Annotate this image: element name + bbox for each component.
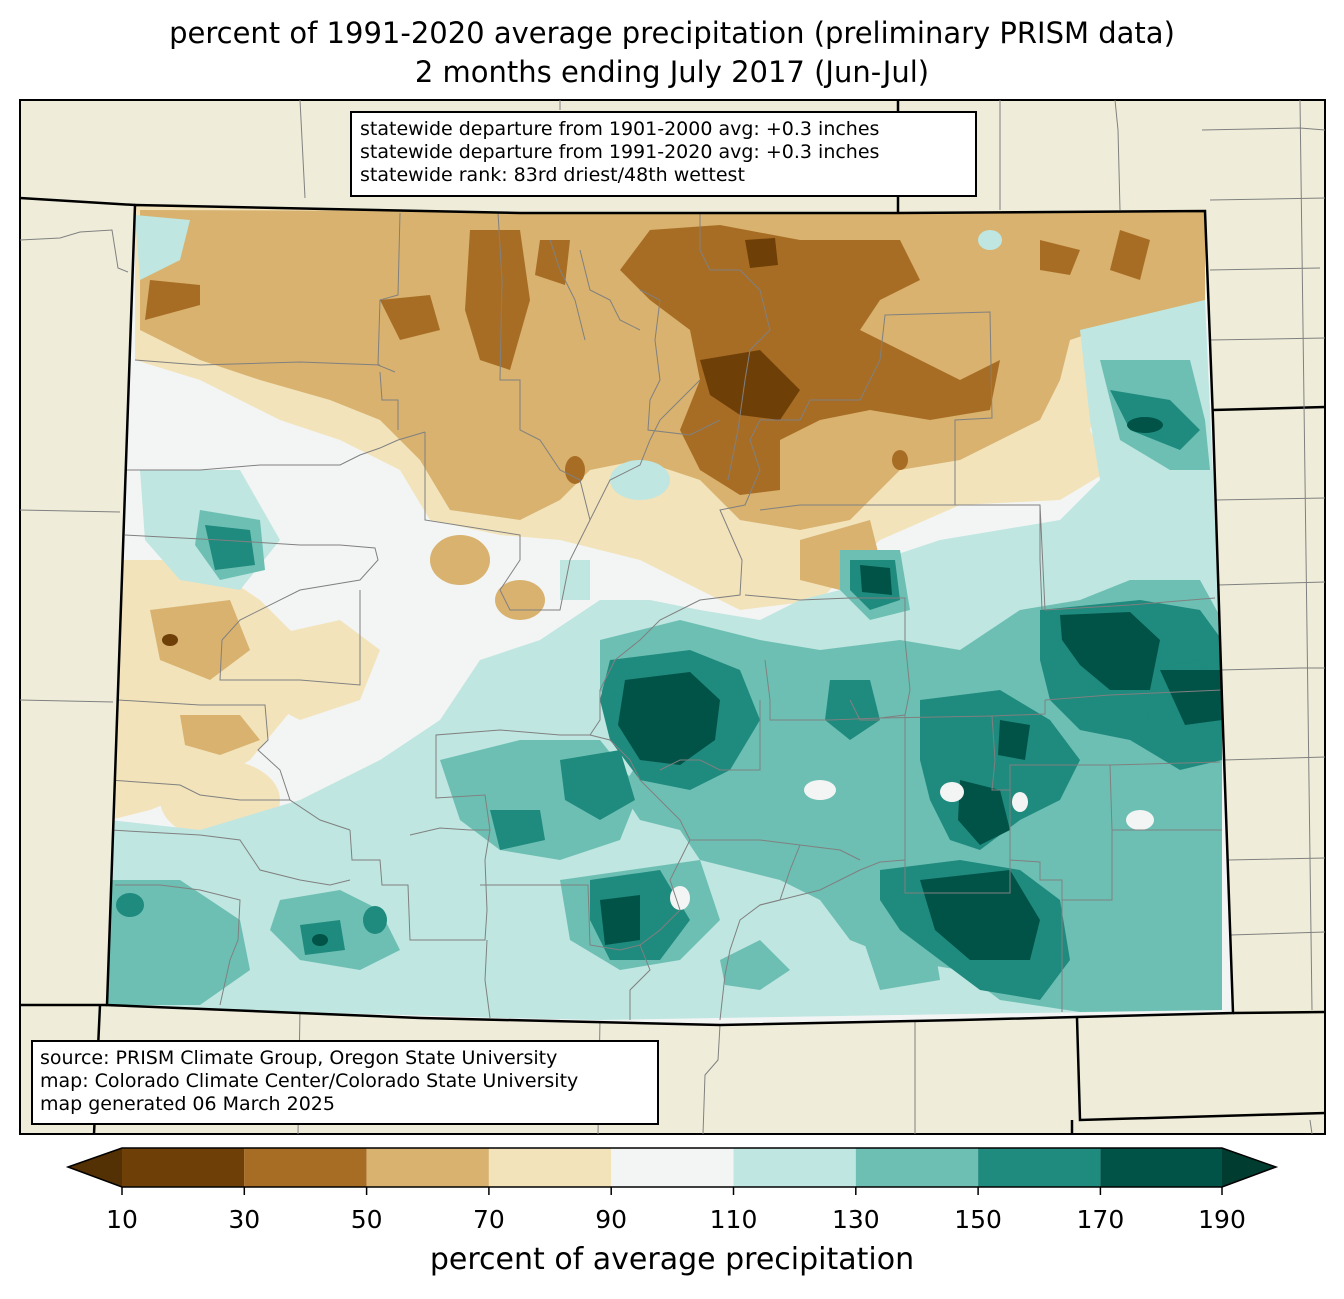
precipitation-field xyxy=(107,205,1233,1025)
stats-line-3: statewide rank: 83rd driest/48th wettest xyxy=(360,164,745,186)
county-lines xyxy=(109,210,1223,1021)
colorbar-bin-170-190 xyxy=(1100,1148,1223,1187)
colorbar-bin-130-150 xyxy=(855,1148,979,1187)
colorado-border xyxy=(105,203,1235,1027)
source-box: source: PRISM Climate Group, Oregon Stat… xyxy=(31,1040,659,1125)
colorbar-tick-label: 10 xyxy=(106,1205,138,1234)
colorbar-bin-150-170 xyxy=(978,1148,1101,1187)
source-line-3: map generated 06 March 2025 xyxy=(40,1093,335,1115)
colorbar-bin-110-130 xyxy=(733,1148,856,1187)
colorbar-tick-label: 70 xyxy=(472,1205,505,1234)
colorbar-tick-label: 130 xyxy=(831,1205,880,1234)
colorbar-bin-70-90 xyxy=(488,1148,612,1187)
neighbor-county-lines xyxy=(20,100,1325,1134)
stats-line-2: statewide departure from 1991-2020 avg: … xyxy=(360,141,880,163)
colorbar-under-arrow xyxy=(68,1148,122,1187)
colorbar-tick-label: 170 xyxy=(1076,1205,1125,1234)
colorbar-tick-label: 50 xyxy=(350,1205,383,1234)
colorbar-bin-10-30 xyxy=(122,1148,245,1187)
stats-line-1: statewide departure from 1901-2000 avg: … xyxy=(360,118,880,140)
colorbar-label: percent of average precipitation xyxy=(429,1242,915,1277)
colorbar-over-arrow xyxy=(1222,1148,1276,1187)
colorbar-tick-label: 190 xyxy=(1198,1205,1246,1234)
colorbar-bin-50-70 xyxy=(366,1148,489,1187)
statewide-stats-box: statewide departure from 1901-2000 avg: … xyxy=(350,111,977,197)
colorbar-tick-label: 150 xyxy=(954,1205,1002,1234)
source-line-2: map: Colorado Climate Center/Colorado St… xyxy=(40,1070,579,1092)
colorbar-bin-90-110 xyxy=(611,1148,734,1187)
colorbar-tick-label: 30 xyxy=(228,1205,261,1234)
map-title-line-1: percent of 1991-2020 average precipitati… xyxy=(169,16,1175,50)
colorbar-tick-label: 90 xyxy=(595,1205,628,1234)
source-line-1: source: PRISM Climate Group, Oregon Stat… xyxy=(40,1047,558,1069)
colorbar-bin-30-50 xyxy=(244,1148,367,1187)
colorbar xyxy=(65,1147,1279,1195)
map-title-line-2: 2 months ending July 2017 (Jun-Jul) xyxy=(414,55,930,89)
colorbar-tick-label: 110 xyxy=(709,1205,758,1234)
